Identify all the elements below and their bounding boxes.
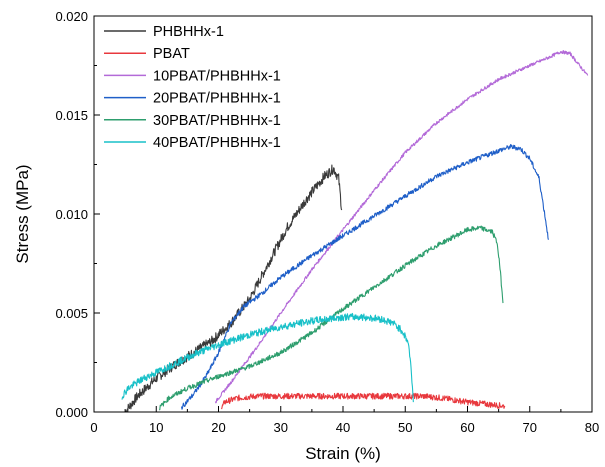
series-line-3: [214, 50, 589, 404]
x-tick-label: 60: [460, 420, 474, 435]
x-tick-label: 50: [398, 420, 412, 435]
legend: PHBHHx-1 PBAT 10PBAT/PHBHHx-1 20PBAT/PHBHHx…: [104, 24, 281, 151]
x-tick-label: 20: [211, 420, 225, 435]
series-line-2: [221, 392, 506, 410]
x-tick-label: 0: [90, 420, 97, 435]
series-line-1: [124, 164, 343, 413]
legend-label: 30PBAT/PHBHHx-1: [153, 113, 281, 129]
legend-label: 40PBAT/PHBHHx-1: [153, 135, 281, 151]
y-axis-label: Stress (MPa): [13, 164, 32, 263]
series-line-4: [181, 144, 549, 410]
x-tick-label: 30: [274, 420, 288, 435]
y-tick-label: 0.005: [55, 306, 88, 321]
legend-label: 10PBAT/PHBHHx-1: [153, 68, 281, 84]
series-line-6: [121, 312, 414, 403]
x-tick-label: 70: [523, 420, 537, 435]
legend-label: PHBHHx-1: [153, 24, 224, 40]
y-tick-label: 0.020: [55, 9, 88, 24]
y-tick-label: 0.015: [55, 108, 88, 123]
tick-layer: 0 10 20 30 40 50 60 70 80 0.000 0.005 0.010 0.015 0.0…: [55, 9, 599, 435]
series-layer: [121, 50, 589, 413]
x-axis-label: Strain (%): [305, 444, 381, 463]
legend-label: PBAT: [153, 46, 190, 62]
legend-label: 20PBAT/PHBHHx-1: [153, 91, 281, 107]
y-tick-label: 0.010: [55, 207, 88, 222]
x-tick-label: 40: [336, 420, 350, 435]
x-tick-label: 10: [149, 420, 163, 435]
y-tick-label: 0.000: [55, 405, 88, 420]
x-tick-label: 80: [585, 420, 599, 435]
